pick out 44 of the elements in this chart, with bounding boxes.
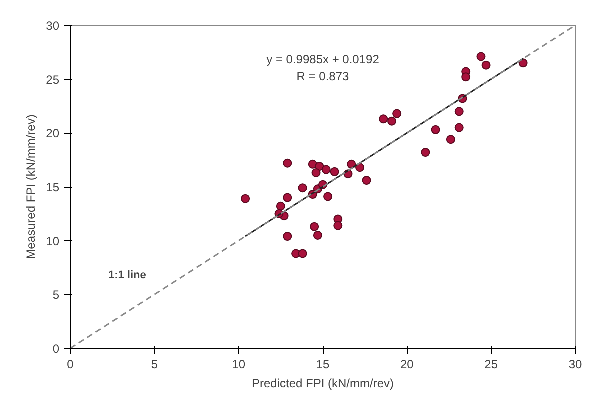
y-tick-label: 20	[46, 126, 60, 141]
point	[330, 167, 340, 176]
x-tick-label: 25	[484, 358, 498, 372]
point	[379, 114, 388, 124]
x-tick-label: 15	[316, 358, 330, 372]
point	[298, 249, 308, 258]
y-tick-label: 25	[46, 72, 60, 87]
point	[388, 116, 397, 126]
point	[283, 158, 292, 168]
point	[241, 194, 250, 204]
point	[454, 123, 464, 132]
point	[322, 165, 331, 174]
y-tick-label: 10	[46, 234, 60, 248]
point	[392, 109, 402, 118]
point	[431, 125, 440, 134]
point	[362, 176, 372, 186]
x-tick-label: 20	[400, 358, 414, 372]
x-tick-label: 10	[232, 358, 246, 372]
x-tick-label: 0	[67, 358, 74, 372]
point	[312, 168, 321, 178]
point	[283, 232, 292, 242]
point	[310, 222, 320, 232]
series-label: 1:1 line	[108, 270, 146, 282]
point	[313, 230, 322, 240]
x-tick-label: 30	[568, 358, 582, 372]
point	[421, 148, 430, 158]
point	[454, 107, 464, 116]
point	[324, 192, 333, 202]
annotation: y = 0.9985x + 0.0192 R = 0.873	[266, 52, 380, 84]
x-axis-title: Predicted FPI (kN/mm/rev)	[252, 376, 394, 390]
point	[446, 135, 456, 144]
point	[298, 184, 308, 193]
point	[462, 72, 471, 82]
point	[276, 202, 286, 211]
y-axis-title: Measured FPI (kN/mm/rev)	[24, 114, 38, 260]
point	[334, 221, 343, 230]
point	[482, 60, 491, 70]
y-tick-label: 0	[52, 342, 60, 356]
point	[283, 193, 292, 202]
point	[476, 52, 486, 62]
y-tick-label: 15	[46, 180, 60, 194]
y-tick-label: 5	[52, 288, 60, 302]
y-tick-label: 30	[46, 19, 60, 33]
x-tick-label: 5	[151, 358, 158, 372]
